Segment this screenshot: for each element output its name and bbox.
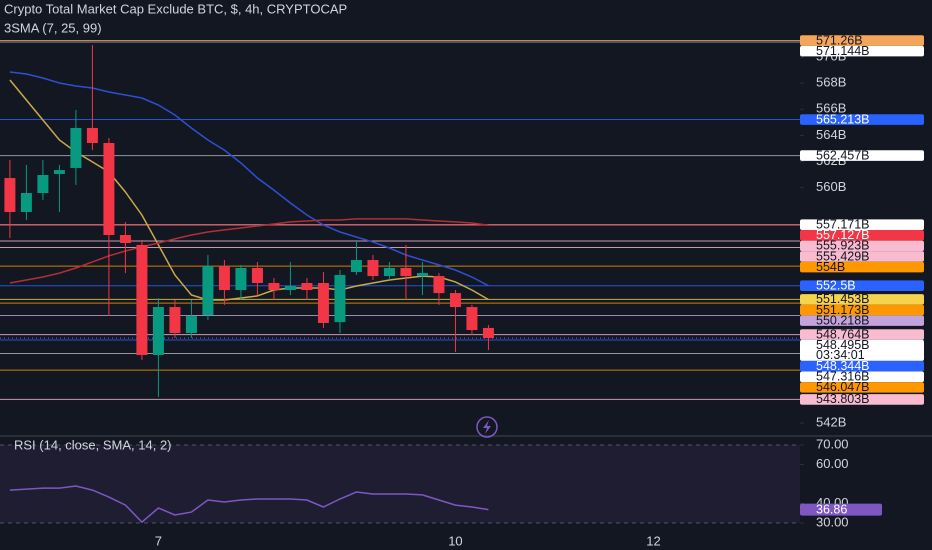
candle-body: [218, 265, 230, 291]
x-tick-label: 7: [155, 533, 162, 548]
price-tag: [800, 294, 924, 305]
candle-body: [119, 235, 131, 243]
rsi-y-tick-label: 30.00: [816, 514, 849, 529]
price-tag: [800, 35, 924, 46]
x-tick-label: 12: [646, 533, 660, 548]
candle-body: [449, 293, 461, 308]
price-tag-label: 548.764B: [816, 327, 870, 341]
candle-body: [37, 175, 49, 194]
rsi-value-label: 36.86: [816, 502, 847, 516]
y-tick-label: 566B: [816, 101, 846, 116]
price-tag: [800, 360, 924, 372]
icon-bolt[interactable]: [483, 420, 491, 434]
candle-body: [466, 307, 478, 331]
icon-ring[interactable]: [476, 416, 498, 438]
price-tag-label: 562.457B: [816, 148, 870, 162]
price-tag-label: 543.803B: [816, 392, 870, 406]
candle-body: [70, 127, 82, 168]
rsi-value-tag: [800, 503, 882, 516]
candle-body: [53, 170, 65, 174]
rsi-y-tick-label: 60.00: [816, 456, 849, 471]
price-tag-label: 546.047B: [816, 380, 870, 394]
chart-title: Crypto Total Market Cap Exclude BTC, $, …: [4, 1, 347, 16]
price-tag: [800, 251, 924, 262]
candle-body: [20, 193, 32, 213]
y-tick-label: 568B: [816, 75, 846, 90]
rsi-band: [0, 444, 800, 524]
candle-body: [268, 282, 280, 291]
candle-body: [317, 282, 329, 323]
price-tag: [800, 371, 924, 383]
candle-body: [136, 244, 148, 356]
candle-body: [4, 178, 16, 213]
candle-body: [202, 265, 214, 316]
price-tag: [800, 315, 924, 326]
price-tag-label: 557.171B: [816, 217, 870, 231]
price-tag-label: 555.429B: [816, 249, 870, 263]
y-tick-label: 564B: [816, 127, 846, 142]
candle-body: [185, 316, 197, 334]
price-tag-label: 548.495B: [816, 338, 870, 352]
indicator-legend: 3SMA (7, 25, 99): [4, 20, 102, 35]
price-tag: [800, 219, 924, 230]
sma-line: [9, 218, 489, 284]
rsi-line: [9, 485, 489, 524]
price-tag-label: 554B: [816, 260, 845, 274]
countdown-label: 03:34:01: [816, 348, 865, 362]
price-tag: [800, 261, 924, 273]
candle-body: [103, 142, 115, 236]
candle-body: [251, 267, 263, 283]
price-tag: [800, 339, 924, 361]
y-tick-label: 542B: [816, 414, 846, 429]
rsi-legend: RSI (14, close, SMA, 14, 2): [14, 437, 172, 452]
price-tag: [800, 382, 924, 393]
price-tag: [800, 150, 924, 161]
price-tag: [800, 304, 924, 316]
price-tag-label: 550.218B: [816, 313, 870, 327]
candle-body: [433, 276, 445, 294]
candle-body: [334, 275, 346, 323]
price-axis-area: [800, 0, 932, 550]
price-tag: [800, 45, 924, 57]
price-tag: [800, 329, 924, 340]
price-tag-label: 551.173B: [816, 303, 870, 317]
rsi-y-tick-label: 70.00: [816, 436, 849, 451]
candle-body: [235, 267, 247, 291]
y-tick-label: 560B: [816, 179, 846, 194]
price-tag-label: 548.344B: [816, 359, 870, 373]
price-tag-label: 571.144B: [816, 44, 870, 58]
price-tag: [800, 394, 924, 405]
price-tag: [800, 280, 924, 292]
price-tag-label: 565.213B: [816, 112, 870, 126]
candle-body: [152, 307, 164, 356]
price-tag-label: 557.127B: [816, 228, 870, 242]
candle-body: [169, 307, 181, 334]
price-tag-label: 547.316B: [816, 370, 870, 384]
price-tag-label: 552.5B: [816, 279, 856, 293]
candle-body: [301, 282, 313, 291]
price-tag-label: 555.923B: [816, 239, 870, 253]
price-tag: [800, 229, 924, 241]
price-tag: [800, 240, 924, 252]
candle-body: [367, 259, 379, 277]
candle-body: [86, 127, 98, 143]
replay-icon[interactable]: [476, 416, 498, 438]
x-tick-label: 10: [448, 533, 462, 548]
candle-body: [400, 267, 412, 277]
plot-layer: 542B560B562B564B566B568B570B7101270.0060…: [0, 33, 924, 548]
price-tag-label: 571.26B: [816, 33, 863, 47]
candle-body: [482, 327, 494, 339]
sma-line: [9, 79, 489, 301]
candle-body: [416, 273, 428, 277]
price-tag: [800, 114, 924, 125]
candle-body: [350, 259, 362, 273]
candle-body: [383, 267, 395, 277]
candle-body: [284, 285, 296, 291]
price-tag-label: 551.453B: [816, 292, 870, 306]
sma-line: [9, 71, 489, 287]
